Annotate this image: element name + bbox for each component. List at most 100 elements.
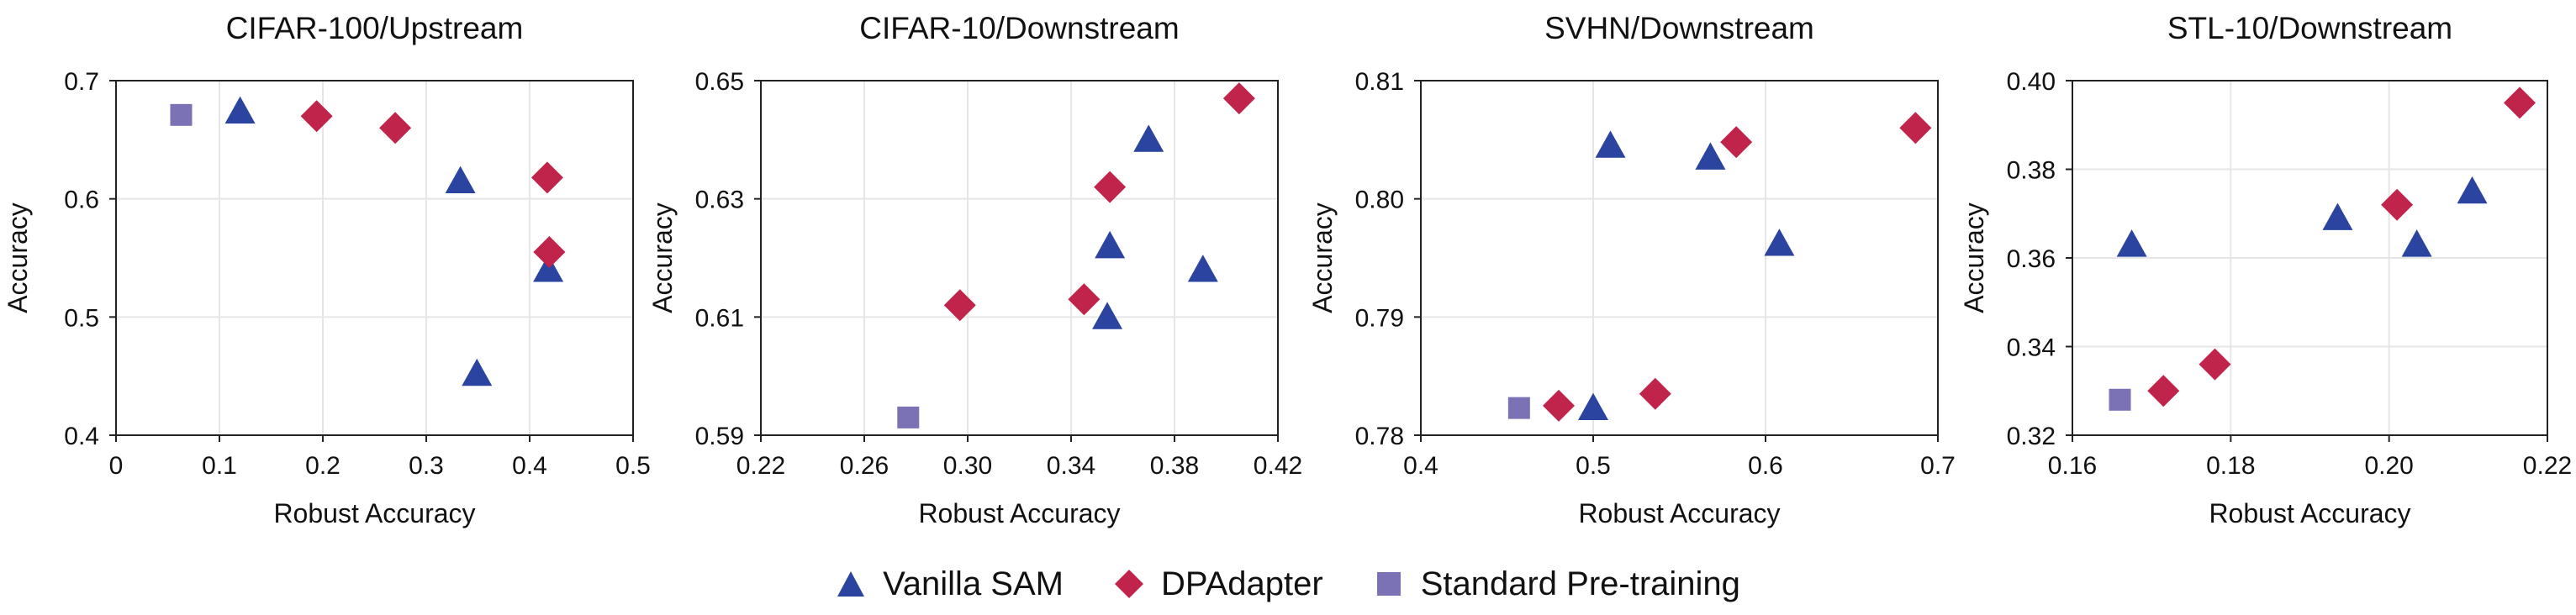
plot-frame [115,80,634,436]
x-tick-label: 0.34 [1047,452,1095,480]
data-point-vanilla-sam [1578,392,1608,421]
data-point-vanilla-sam [2401,229,2432,257]
data-point-dpadapter [531,161,563,194]
data-point-vanilla-sam [533,255,564,282]
y-axis-label: Accuracy [3,202,33,313]
x-tick-label: 0.7 [1920,452,1956,480]
x-tick-label: 0.3 [409,452,444,480]
data-point-dpadapter [1720,126,1753,159]
x-tick-label: 0.22 [736,452,785,480]
data-point-dpadapter [1639,377,1671,410]
data-point-standard-pretraining [1507,397,1530,419]
data-point-dpadapter [1222,82,1255,115]
data-point-vanilla-sam [1187,255,1218,282]
chart-panel-4: 0.16 0.18 0.20 0.22 0.32 0.34 0.36 0.38 0.40 STL-… [1959,11,2572,528]
data-point-standard-pretraining [170,103,193,126]
data-point-dpadapter [379,112,412,145]
data-point-dpadapter [1543,389,1575,422]
data-point-vanilla-sam [1133,124,1164,152]
x-axis-label: Robust Accuracy [1578,498,1780,528]
x-tick-label: 0.4 [512,452,547,480]
x-tick-label: 0.2 [305,452,340,480]
y-tick-label: 0.65 [695,68,744,96]
chart-panel-3: 0.4 0.5 0.6 0.7 0.78 0.79 0.80 0.81 SVHN/Downstr… [1307,11,1956,528]
data-point-vanilla-sam [1695,142,1726,170]
chart-title: CIFAR-100/Upstream [226,11,524,45]
diamond-marker-icon [1114,570,1143,598]
legend-item-dpadapter: DPAdapter [1114,565,1323,603]
square-marker-icon [1376,572,1401,596]
x-tick-label: 0.20 [2364,452,2413,480]
legend-label-standard-pretraining: Standard Pre-training [1420,565,1740,602]
x-tick-label: 0.5 [1576,452,1611,480]
plot-frame [760,80,1279,436]
triangle-marker-icon [837,571,865,597]
y-tick-label: 0.61 [695,304,744,332]
data-point-vanilla-sam [224,96,256,124]
y-tick-label: 0.59 [695,423,744,450]
data-point-vanilla-sam [462,358,493,386]
legend-item-standard-pretraining: Standard Pre-training [1374,565,1740,603]
data-point-dpadapter [2504,87,2536,119]
legend-label-vanilla-sam: Vanilla SAM [883,565,1064,602]
y-tick-label: 0.79 [1355,304,1404,332]
y-tick-label: 0.4 [64,423,99,450]
x-tick-label: 0.42 [1254,452,1302,480]
legend: Vanilla SAM DPAdapter Standard Pre-train… [0,555,2576,613]
x-tick-label: 0.38 [1150,452,1199,480]
data-point-vanilla-sam [1095,230,1126,259]
y-tick-label: 0.32 [2007,423,2056,450]
y-axis-label: Accuracy [1959,202,1989,313]
data-point-vanilla-sam [445,166,476,193]
data-point-dpadapter [2147,375,2180,407]
data-point-standard-pretraining [2109,388,2131,411]
data-point-dpadapter [2381,188,2414,221]
chart-title: SVHN/Downstream [1544,11,1814,45]
x-tick-label: 0.6 [1748,452,1783,480]
x-axis-label: Robust Accuracy [918,498,1120,528]
y-tick-label: 0.7 [64,68,99,96]
x-tick-label: 0 [109,452,124,480]
x-tick-label: 0.5 [615,452,651,480]
data-point-vanilla-sam [1595,130,1626,158]
chart-panel-2: 0.22 0.26 0.30 0.34 0.38 0.42 0.59 0.61 0.63 0.65… [647,11,1302,528]
y-tick-label: 0.40 [2007,68,2056,96]
x-tick-label: 0.26 [840,452,889,480]
y-axis-label: Accuracy [647,202,678,313]
y-tick-label: 0.38 [2007,157,2056,185]
data-point-vanilla-sam [1764,229,1795,256]
legend-item-vanilla-sam: Vanilla SAM [836,565,1064,603]
x-tick-label: 0.22 [2523,452,2572,480]
legend-label-dpadapter: DPAdapter [1160,565,1323,602]
x-tick-label: 0.18 [2206,452,2255,480]
data-point-dpadapter [1899,112,1932,145]
x-axis-label: Robust Accuracy [273,498,475,528]
data-point-vanilla-sam [2457,176,2488,204]
data-point-dpadapter [1068,283,1101,316]
data-point-dpadapter [2199,348,2231,381]
x-tick-label: 0.30 [943,452,992,480]
y-tick-label: 0.80 [1355,187,1404,214]
y-tick-label: 0.5 [64,304,99,332]
data-point-standard-pretraining [897,406,920,428]
data-point-dpadapter [533,235,566,268]
data-point-dpadapter [943,289,976,322]
y-tick-label: 0.36 [2007,245,2056,273]
data-point-dpadapter [300,100,333,133]
plot-frame [1420,80,1939,436]
data-point-dpadapter [1094,171,1127,203]
y-tick-label: 0.81 [1355,68,1404,96]
data-point-vanilla-sam [2116,229,2147,257]
data-point-vanilla-sam [1092,302,1123,329]
data-point-vanilla-sam [2322,202,2353,230]
chart-panel-1: 0 0.1 0.2 0.3 0.4 0.5 0.4 0.5 0.6 0.7 CIFAR-100/Up… [3,11,651,528]
y-tick-label: 0.78 [1355,423,1404,450]
x-tick-label: 0.4 [1403,452,1438,480]
y-axis-label: Accuracy [1307,202,1338,313]
x-axis-label: Robust Accuracy [2209,498,2410,528]
y-tick-label: 0.63 [695,187,744,214]
x-tick-label: 0.16 [2048,452,2097,480]
figure-canvas: 0 0.1 0.2 0.3 0.4 0.5 0.4 0.5 0.6 0.7 CIFAR-100/Up… [3,11,2572,528]
chart-title: CIFAR-10/Downstream [859,11,1179,45]
chart-title: STL-10/Downstream [2167,11,2452,45]
